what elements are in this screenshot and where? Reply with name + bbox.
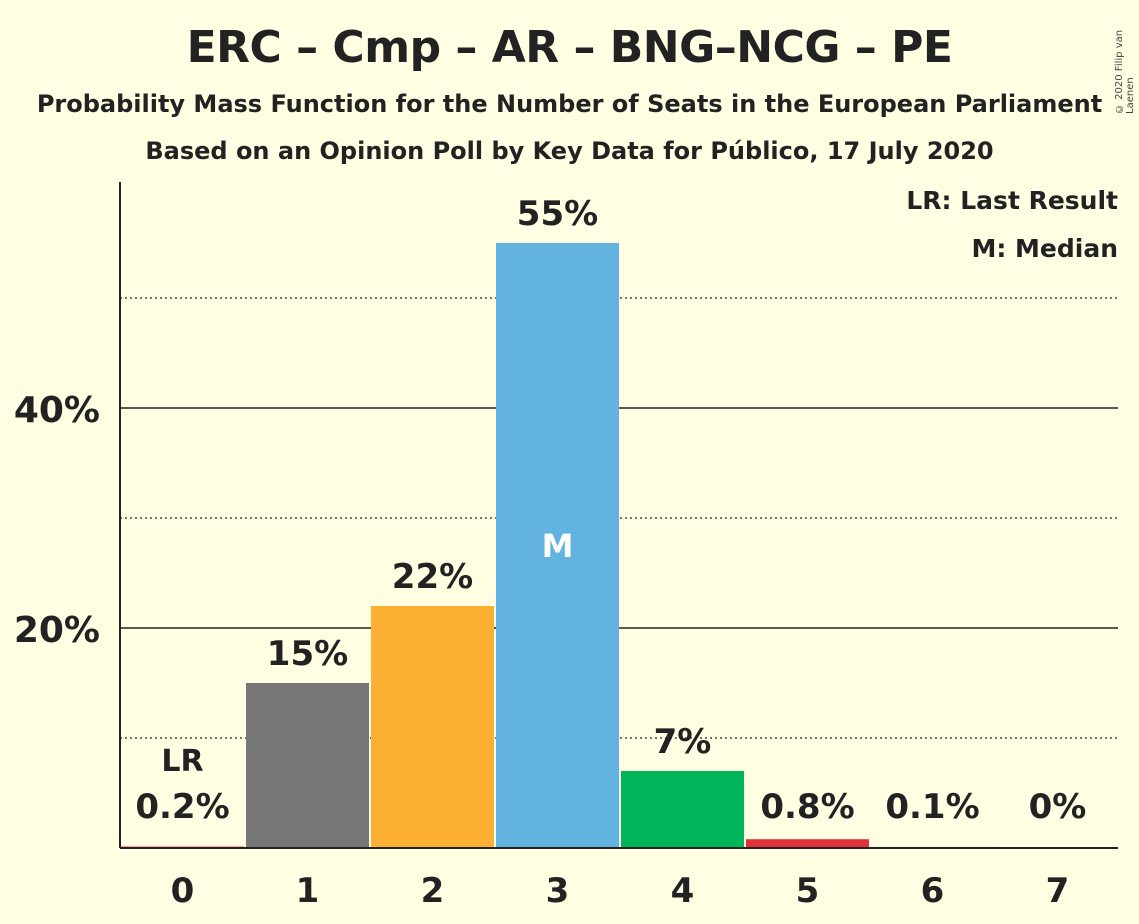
- chart-subtitle: Probability Mass Function for the Number…: [36, 90, 1103, 118]
- x-tick-label: 7: [1046, 871, 1070, 911]
- bar-value-label: 0.1%: [885, 787, 979, 827]
- x-tick-label: 5: [796, 871, 820, 911]
- y-tick-labels: 20% 40%: [14, 390, 100, 651]
- legend-median: M: Median: [971, 234, 1118, 263]
- bar: [371, 606, 494, 848]
- median-marker: M: [542, 527, 574, 565]
- chart-source: Based on an Opinion Poll by Key Data for…: [145, 137, 994, 165]
- last-result-marker: LR: [161, 744, 203, 779]
- bar-value-label: 0%: [1029, 787, 1087, 827]
- bar-value-label: 0.2%: [135, 787, 229, 827]
- x-tick-label: 2: [421, 871, 445, 911]
- x-tick-label: 6: [921, 871, 945, 911]
- x-tick-label: 0: [171, 871, 195, 911]
- axes: [119, 182, 1118, 849]
- x-tick-labels: 0 1 2 3 4 5 6 7: [171, 871, 1070, 911]
- bar: [121, 845, 244, 848]
- bar: [621, 771, 744, 848]
- legend-last-result: LR: Last Result: [906, 186, 1118, 215]
- bar-value-label: 55%: [517, 194, 598, 234]
- bar: [496, 243, 619, 848]
- x-tick-label: 3: [546, 871, 570, 911]
- y-tick-label: 20%: [14, 610, 100, 651]
- bar-value-label: 15%: [267, 634, 348, 674]
- chart-title: ERC – Cmp – AR – BNG–NCG – PE: [186, 22, 953, 73]
- bar-value-label: 0.8%: [760, 787, 854, 827]
- bar-value-label: 22%: [392, 557, 473, 597]
- legend: LR: Last Result M: Median: [906, 186, 1118, 263]
- bars: [121, 243, 994, 848]
- bar: [246, 683, 369, 848]
- x-tick-label: 4: [671, 871, 695, 911]
- value-labels: 0.2% 15% 22% 55% 7% 0.8% 0.1% 0% LR M: [135, 194, 1086, 827]
- x-tick-label: 1: [296, 871, 320, 911]
- y-tick-label: 40%: [14, 390, 100, 431]
- bar: [746, 839, 869, 848]
- bar-value-label: 7%: [654, 722, 712, 762]
